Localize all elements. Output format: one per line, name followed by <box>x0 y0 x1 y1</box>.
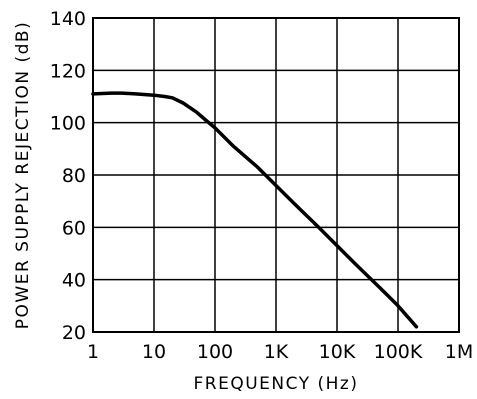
y-tick-labels: 20 40 60 80 100 120 140 <box>50 8 86 344</box>
y-tick-label: 80 <box>62 165 86 187</box>
y-tick-label: 140 <box>50 8 86 30</box>
y-tick-label: 120 <box>50 60 86 82</box>
x-tick-label: 10K <box>319 341 356 363</box>
x-tick-label: 10 <box>142 341 166 363</box>
psrr-curve <box>91 91 419 329</box>
y-axis-title: POWER SUPPLY REJECTION (dB) <box>13 21 33 329</box>
y-tick-label: 60 <box>62 217 86 239</box>
grid <box>93 18 459 332</box>
x-tick-label: 100 <box>197 341 233 363</box>
y-tick-label: 20 <box>62 322 86 344</box>
x-tick-label: 100K <box>374 341 423 363</box>
x-tick-label: 1 <box>87 341 99 363</box>
x-axis-title: FREQUENCY (Hz) <box>194 374 359 394</box>
y-tick-label: 100 <box>50 113 86 135</box>
x-tick-label: 1M <box>445 341 473 363</box>
y-tick-label: 40 <box>62 270 86 292</box>
x-tick-label: 1K <box>264 341 289 363</box>
plot-frame <box>92 17 460 333</box>
x-tick-labels: 1 10 100 1K 10K 100K 1M <box>87 341 473 363</box>
